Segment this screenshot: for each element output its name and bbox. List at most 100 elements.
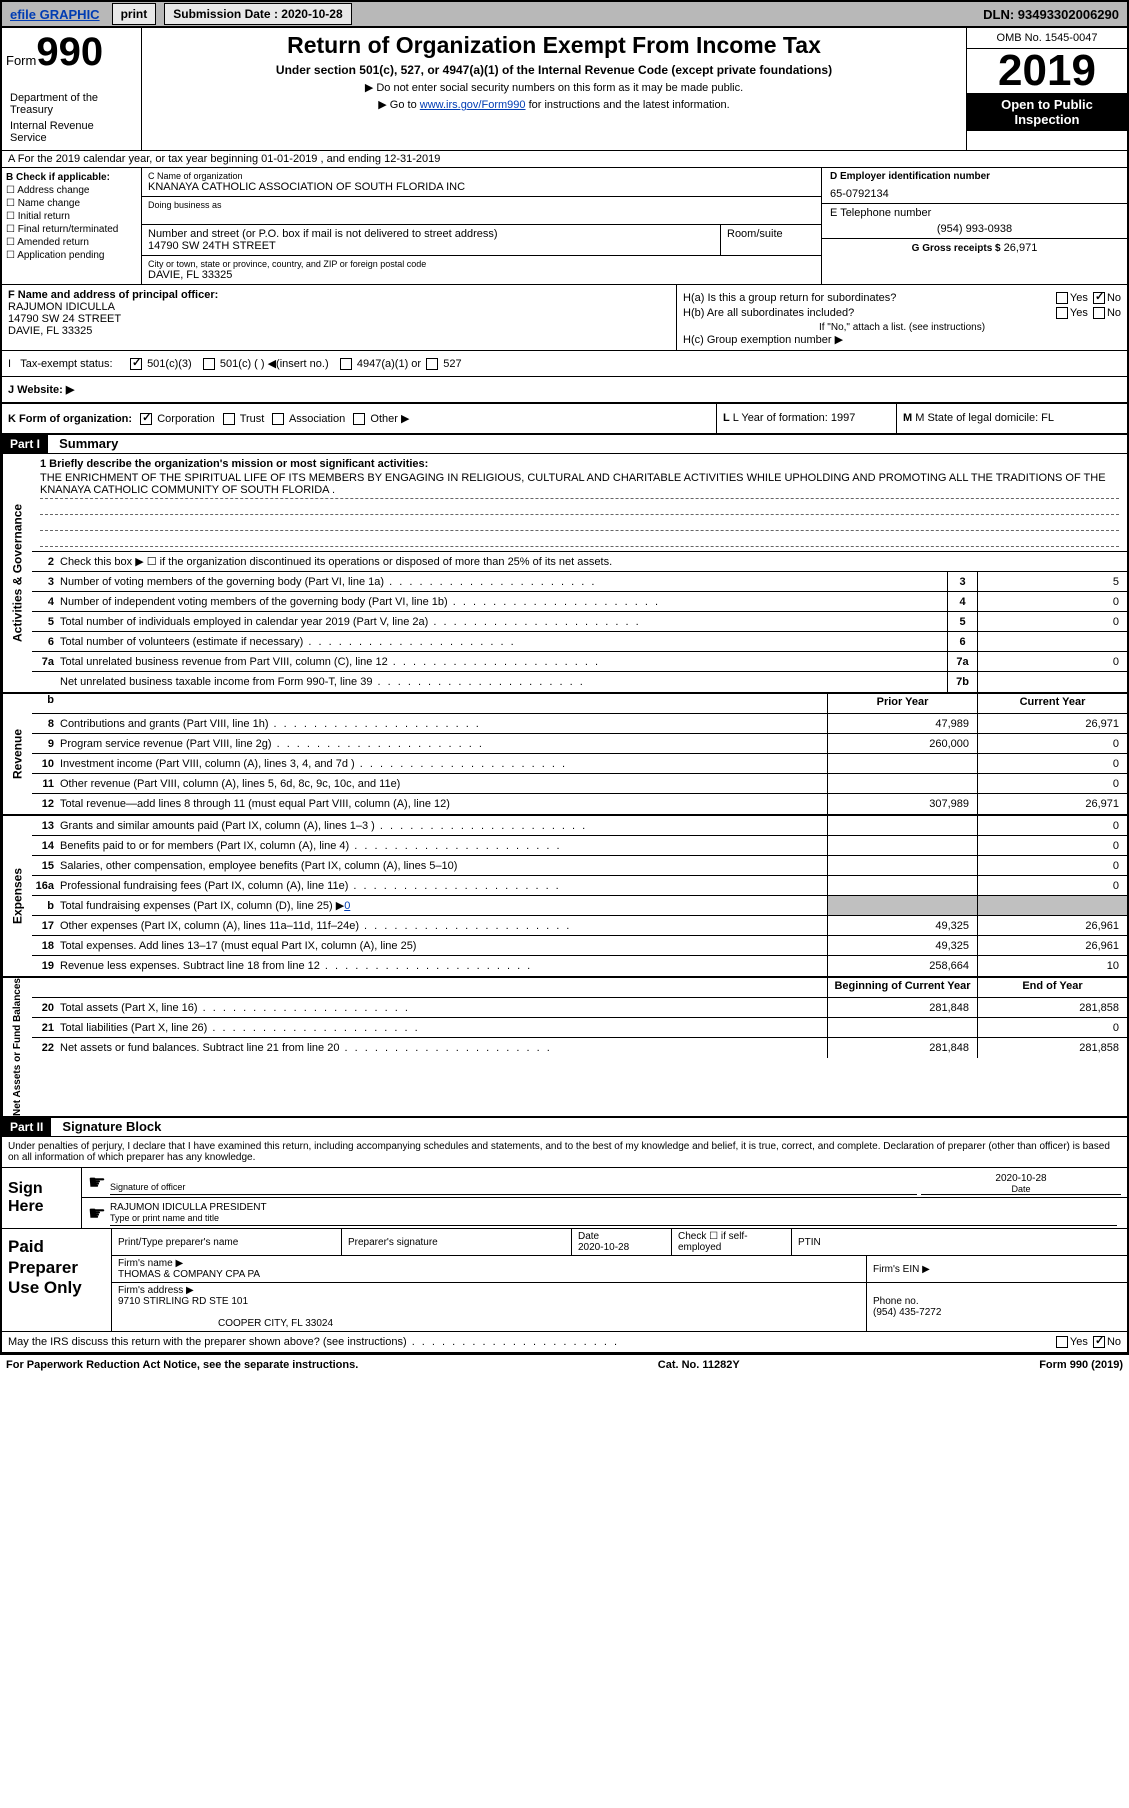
p14 xyxy=(827,836,977,855)
sig-date-label: Date xyxy=(921,1184,1121,1194)
p16b xyxy=(827,896,977,915)
officer-addr2: DAVIE, FL 33325 xyxy=(8,325,670,337)
paperwork-notice: For Paperwork Reduction Act Notice, see … xyxy=(6,1359,358,1371)
line-3: Number of voting members of the governin… xyxy=(60,574,947,590)
hc-label: H(c) Group exemption number ▶ xyxy=(683,333,1121,346)
c11: 0 xyxy=(977,774,1127,793)
entity-info-grid: B Check if applicable: ☐ Address change … xyxy=(2,168,1127,285)
tax-year: 2019 xyxy=(967,49,1127,93)
self-employed-check[interactable]: Check ☐ if self-employed xyxy=(672,1229,792,1255)
hb-yes[interactable] xyxy=(1056,307,1068,319)
discuss-yes[interactable] xyxy=(1056,1336,1068,1348)
discuss-no[interactable] xyxy=(1093,1336,1105,1348)
phone-label: Phone no. xyxy=(873,1296,1121,1307)
chk-amended[interactable]: ☐ Amended return xyxy=(6,237,137,248)
chk-association[interactable] xyxy=(272,413,284,425)
chk-trust[interactable] xyxy=(223,413,235,425)
chk-initial-return[interactable]: ☐ Initial return xyxy=(6,211,137,222)
footer-row: For Paperwork Reduction Act Notice, see … xyxy=(0,1354,1129,1375)
sign-here-block: Sign Here ☛ Signature of officer 2020-10… xyxy=(2,1168,1127,1228)
submission-date-button[interactable]: Submission Date : 2020-10-28 xyxy=(164,3,351,25)
state-domicile: M M State of legal domicile: FL xyxy=(897,404,1127,433)
line-15: Salaries, other compensation, employee b… xyxy=(60,858,827,874)
c16b xyxy=(977,896,1127,915)
telephone-label: E Telephone number xyxy=(830,207,1119,219)
line-11: Other revenue (Part VIII, column (A), li… xyxy=(60,776,827,792)
line-5: Total number of individuals employed in … xyxy=(60,614,947,630)
line-21: Total liabilities (Part X, line 26) xyxy=(60,1020,827,1036)
paid-preparer-label: Paid Preparer Use Only xyxy=(2,1229,112,1331)
line-13: Grants and similar amounts paid (Part IX… xyxy=(60,818,827,834)
chk-address-change[interactable]: ☐ Address change xyxy=(6,185,137,196)
chk-other[interactable] xyxy=(353,413,365,425)
c21: 0 xyxy=(977,1018,1127,1037)
prep-date-label: Date xyxy=(578,1231,665,1242)
line-6: Total number of volunteers (estimate if … xyxy=(60,634,947,650)
inspection-badge: Open to Public Inspection xyxy=(967,93,1127,131)
side-expenses: Expenses xyxy=(2,816,32,976)
part-2-title: Signature Block xyxy=(54,1117,169,1136)
chk-501c[interactable] xyxy=(203,358,215,370)
officer-name: RAJUMON IDICULLA xyxy=(8,301,670,313)
org-name: KNANAYA CATHOLIC ASSOCIATION OF SOUTH FL… xyxy=(148,181,815,193)
officer-name-title: RAJUMON IDICULLA PRESIDENT xyxy=(110,1202,1117,1213)
p18: 49,325 xyxy=(827,936,977,955)
row-a-period: A For the 2019 calendar year, or tax yea… xyxy=(2,151,1127,168)
line-16a: Professional fundraising fees (Part IX, … xyxy=(60,878,827,894)
p16a xyxy=(827,876,977,895)
val-7b xyxy=(977,672,1127,692)
chk-corporation[interactable] xyxy=(140,413,152,425)
c13: 0 xyxy=(977,816,1127,835)
chk-527[interactable] xyxy=(426,358,438,370)
firm-name-label: Firm's name ▶ xyxy=(118,1258,860,1269)
hdr-beginning: Beginning of Current Year xyxy=(827,978,977,997)
chk-4947[interactable] xyxy=(340,358,352,370)
line-14: Benefits paid to or for members (Part IX… xyxy=(60,838,827,854)
c17: 26,961 xyxy=(977,916,1127,935)
form-number-footer: Form 990 (2019) xyxy=(1039,1359,1123,1371)
c19: 10 xyxy=(977,956,1127,976)
p13 xyxy=(827,816,977,835)
mission-text: THE ENRICHMENT OF THE SPIRITUAL LIFE OF … xyxy=(40,470,1119,499)
note-goto-pre: ▶ Go to xyxy=(378,99,419,111)
website-row: J Website: ▶ xyxy=(2,377,1127,404)
c12: 26,971 xyxy=(977,794,1127,814)
room-label: Room/suite xyxy=(727,228,815,240)
ha-yes[interactable] xyxy=(1056,292,1068,304)
firm-name: THOMAS & COMPANY CPA PA xyxy=(118,1269,860,1280)
hb-no[interactable] xyxy=(1093,307,1105,319)
col-d-numbers: D Employer identification number 65-0792… xyxy=(822,168,1127,284)
form-title: Return of Organization Exempt From Incom… xyxy=(150,32,958,59)
form-header: Form990 Department of the Treasury Inter… xyxy=(2,28,1127,151)
dept-irs: Internal Revenue Service xyxy=(6,118,137,146)
summary-expenses: Expenses 13Grants and similar amounts pa… xyxy=(2,816,1127,978)
hdr-current: Current Year xyxy=(977,694,1127,713)
i-label: I Tax-exempt status: xyxy=(8,358,128,370)
chk-application-pending[interactable]: ☐ Application pending xyxy=(6,250,137,261)
p21 xyxy=(827,1018,977,1037)
part-2-header: Part II Signature Block xyxy=(2,1118,1127,1137)
officer-group-grid: F Name and address of principal officer:… xyxy=(2,285,1127,351)
print-button[interactable]: print xyxy=(112,3,157,25)
p10 xyxy=(827,754,977,773)
firm-addr1: 9710 STIRLING RD STE 101 xyxy=(118,1296,860,1307)
irs-link[interactable]: www.irs.gov/Form990 xyxy=(420,99,526,111)
chk-final-return[interactable]: ☐ Final return/terminated xyxy=(6,224,137,235)
c9: 0 xyxy=(977,734,1127,753)
ha-no[interactable] xyxy=(1093,292,1105,304)
chk-name-change[interactable]: ☐ Name change xyxy=(6,198,137,209)
ein-label: D Employer identification number xyxy=(830,171,1119,182)
note-ssn: ▶ Do not enter social security numbers o… xyxy=(150,81,958,94)
line-7b: Net unrelated business taxable income fr… xyxy=(60,674,947,690)
val-3: 5 xyxy=(977,572,1127,591)
chk-501c3[interactable] xyxy=(130,358,142,370)
p12: 307,989 xyxy=(827,794,977,814)
sig-officer-label: Signature of officer xyxy=(110,1182,917,1192)
c20: 281,858 xyxy=(977,998,1127,1017)
ein-value: 65-0792134 xyxy=(830,188,1119,200)
form-label: Form xyxy=(6,53,36,68)
efile-link[interactable]: efile GRAPHIC xyxy=(2,7,108,22)
phone-value: (954) 435-7272 xyxy=(873,1307,1121,1318)
line-4: Number of independent voting members of … xyxy=(60,594,947,610)
col-c-org-info: C Name of organization KNANAYA CATHOLIC … xyxy=(142,168,822,284)
